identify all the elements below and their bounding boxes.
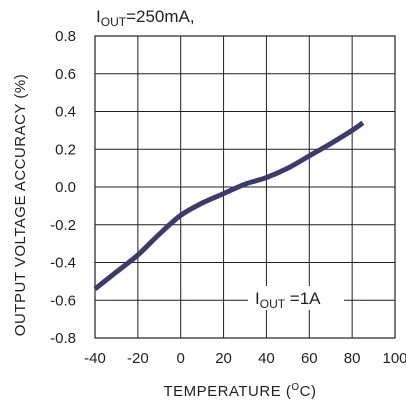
series-lines bbox=[93, 120, 365, 291]
y-tick-label: 0.8 bbox=[55, 28, 76, 45]
annotation-iout-250ma: IOUT=250mA, bbox=[96, 7, 195, 29]
y-tick-label: -0.8 bbox=[50, 330, 76, 347]
annotation-iout-250ma-tail: =250mA, bbox=[126, 7, 195, 26]
x-tick-label: -20 bbox=[127, 350, 149, 367]
y-axis-title: OUTPUT VOLTAGE ACCURACY (%) bbox=[12, 74, 29, 336]
annotation-iout-250ma-main: I bbox=[96, 7, 101, 26]
x-axis-title-main: TEMPERATURE ( bbox=[163, 383, 291, 400]
x-axis-title-tail: C) bbox=[300, 383, 317, 400]
grid-lines bbox=[95, 36, 395, 338]
y-tick-label: 0.2 bbox=[55, 141, 76, 158]
annotation-iout-250ma-sub: OUT bbox=[101, 15, 127, 29]
series-label-tail: =1A bbox=[285, 289, 321, 308]
series-label-iout-1a: IOUT =1A bbox=[255, 289, 321, 311]
x-axis-title: TEMPERATURE (OC) bbox=[163, 382, 316, 400]
x-tick-label: 80 bbox=[344, 350, 361, 367]
series-label-background bbox=[248, 286, 344, 310]
x-tick-label: 100 bbox=[382, 350, 406, 367]
x-tick-label: 40 bbox=[258, 350, 275, 367]
series-label-sub: OUT bbox=[260, 297, 286, 311]
x-axis-title-sup: O bbox=[291, 382, 299, 393]
x-tick-label: -40 bbox=[84, 350, 106, 367]
y-tick-label: 0.4 bbox=[55, 104, 76, 121]
y-tick-label: -0.2 bbox=[50, 217, 76, 234]
x-tick-labels: -40 -20 0 20 40 60 80 100 bbox=[84, 350, 406, 367]
y-tick-label: 0.0 bbox=[55, 179, 76, 196]
series-label-main: I bbox=[255, 289, 260, 308]
x-tick-label: 60 bbox=[301, 350, 318, 367]
x-tick-label: 20 bbox=[215, 350, 232, 367]
series-line-iout-1a bbox=[93, 120, 365, 291]
y-tick-label: -0.4 bbox=[50, 255, 76, 272]
y-tick-labels: 0.8 0.6 0.4 0.2 0.0 -0.2 -0.4 -0.6 -0.8 bbox=[50, 28, 76, 347]
x-tick-label: 0 bbox=[177, 350, 185, 367]
y-tick-label: -0.6 bbox=[50, 292, 76, 309]
plot-frame bbox=[94, 35, 396, 339]
y-tick-label: 0.6 bbox=[55, 66, 76, 83]
